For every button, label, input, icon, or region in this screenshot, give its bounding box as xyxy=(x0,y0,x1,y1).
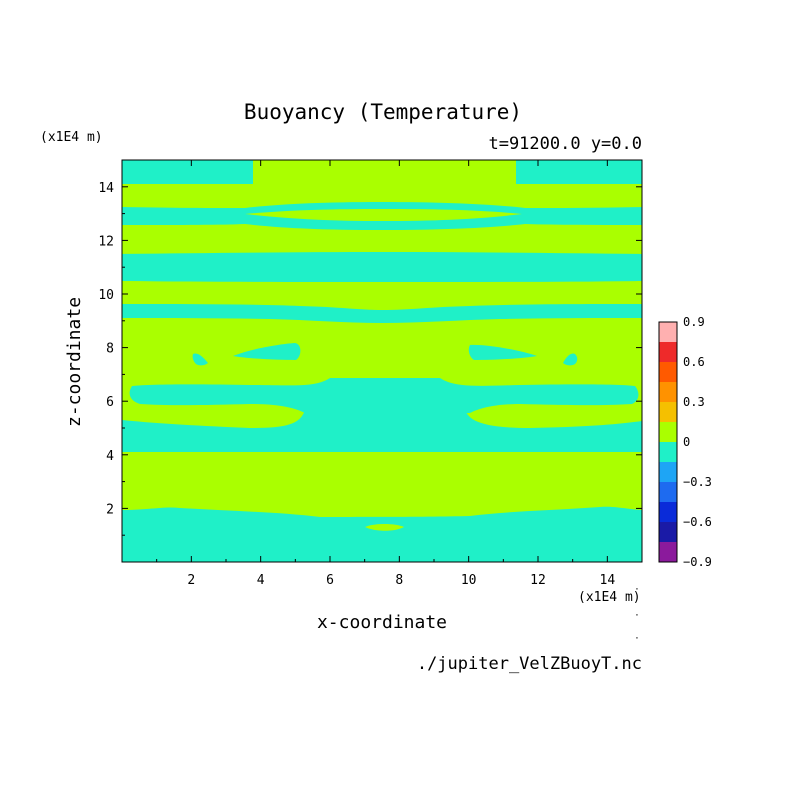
x-tick-label: 14 xyxy=(600,573,616,588)
colorbar: 0.9 0.6 0.3 0 −0.3 −0.6 −0.9 xyxy=(658,315,712,569)
y-axis-ticks: 2 4 6 8 10 12 14 xyxy=(98,181,642,536)
colorbar-swatch xyxy=(659,322,677,342)
x-axis-ticks: 2 4 6 8 10 12 14 xyxy=(156,160,616,588)
y-tick-label: 6 xyxy=(106,395,114,410)
colorbar-swatch xyxy=(659,402,677,422)
y-axis-unit: (x1E4 m) xyxy=(40,130,103,145)
x-tick-label: 6 xyxy=(326,573,334,588)
plot-frame xyxy=(121,159,643,563)
colorbar-swatch xyxy=(659,422,677,442)
marker-dot-1: · xyxy=(634,585,639,595)
contour-region-blob-4 xyxy=(563,353,578,366)
colorbar-frame xyxy=(658,321,678,563)
source-file-label: ./jupiter_VelZBuoyT.nc xyxy=(417,654,642,674)
contour-region-blob-1 xyxy=(233,343,301,360)
colorbar-swatch xyxy=(659,522,677,542)
colorbar-swatch xyxy=(659,342,677,362)
y-tick-label: 10 xyxy=(98,288,114,303)
chart-title: Buoyancy (Temperature) xyxy=(244,100,522,124)
colorbar-swatch xyxy=(659,382,677,402)
y-tick-label: 12 xyxy=(98,234,114,249)
colorbar-swatch xyxy=(659,482,677,502)
colorbar-swatch xyxy=(659,362,677,382)
y-axis-label: z-coordinate xyxy=(64,297,85,427)
colorbar-tick-label: −0.9 xyxy=(683,555,712,569)
chart-subtitle: t=91200.0 y=0.0 xyxy=(488,134,642,154)
y-tick-label: 4 xyxy=(106,449,114,464)
colorbar-tick-label: 0.3 xyxy=(683,395,705,409)
colorbar-swatch xyxy=(659,542,677,562)
marker-dot-2: · xyxy=(634,611,639,621)
y-tick-label: 14 xyxy=(98,181,114,196)
colorbar-tick-label: −0.3 xyxy=(683,475,712,489)
contour-region-blob-2 xyxy=(468,344,537,360)
contour-region-bottom xyxy=(122,506,642,562)
plot-area xyxy=(121,159,643,563)
contour-region-upper-mid-band xyxy=(122,304,642,323)
colorbar-tick-label: 0.6 xyxy=(683,355,705,369)
contour-region-upper-band xyxy=(122,252,642,282)
colorbar-swatch xyxy=(659,442,677,462)
x-tick-label: 12 xyxy=(530,573,546,588)
contour-region-lower-band xyxy=(122,378,642,452)
colorbar-swatch xyxy=(659,462,677,482)
contour-region-mid-band xyxy=(129,378,639,413)
x-axis-label: x-coordinate xyxy=(317,612,447,633)
y-tick-label: 2 xyxy=(106,502,114,517)
x-axis-unit: (x1E4 m) xyxy=(578,590,641,605)
contour-region-top-left xyxy=(122,160,253,184)
negative-field xyxy=(122,160,642,562)
colorbar-swatch xyxy=(659,502,677,522)
x-tick-label: 2 xyxy=(187,573,195,588)
y-tick-label: 8 xyxy=(106,342,114,357)
contour-region-blob-3 xyxy=(192,353,208,366)
contour-region-lens-low xyxy=(365,524,404,531)
x-tick-label: 8 xyxy=(395,573,403,588)
marker-dot-3: · xyxy=(634,634,639,644)
colorbar-tick-label: 0 xyxy=(683,435,690,449)
x-tick-label: 10 xyxy=(461,573,477,588)
colorbar-tick-label: −0.6 xyxy=(683,515,712,529)
contour-region-lens-top xyxy=(245,209,522,221)
colorbar-tick-label: 0.9 xyxy=(683,315,705,329)
contour-region-top-right xyxy=(516,160,642,184)
x-tick-label: 4 xyxy=(257,573,265,588)
